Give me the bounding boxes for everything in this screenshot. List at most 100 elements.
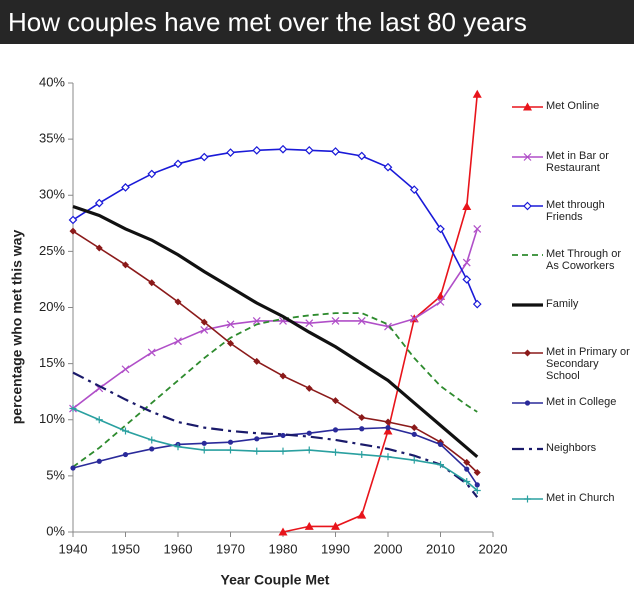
marker: [69, 227, 77, 235]
marker: [473, 469, 481, 477]
x-tick-label: 1940: [59, 541, 88, 556]
marker: [472, 89, 482, 98]
marker: [305, 319, 314, 328]
legend-marker: [524, 495, 531, 503]
marker: [122, 261, 129, 269]
marker: [174, 443, 182, 451]
marker: [227, 339, 234, 347]
marker: [173, 159, 183, 169]
legend-marker: [523, 201, 532, 211]
legend-marker: [524, 349, 531, 357]
marker: [463, 477, 471, 485]
marker: [279, 447, 287, 455]
marker: [280, 432, 286, 439]
marker: [437, 441, 444, 448]
legend-label: Neighbors: [546, 442, 597, 454]
y-tick-label: 20%: [39, 299, 65, 314]
marker: [410, 456, 418, 464]
y-tick-label: 10%: [39, 411, 65, 426]
marker: [174, 298, 182, 306]
marker: [201, 440, 207, 446]
marker: [436, 224, 445, 234]
marker: [199, 152, 209, 162]
marker: [278, 527, 288, 536]
marker: [122, 451, 129, 458]
marker: [254, 436, 260, 442]
legend-label: Met through Friends: [546, 199, 605, 223]
marker: [227, 446, 234, 454]
marker: [437, 461, 444, 469]
marker: [149, 446, 155, 452]
marker: [473, 225, 482, 233]
marker: [200, 446, 208, 454]
marker: [122, 427, 129, 435]
marker: [147, 348, 156, 357]
marker: [121, 365, 130, 374]
marker: [332, 427, 339, 433]
marker: [305, 446, 313, 454]
legend-label: Met in Church: [546, 492, 615, 504]
marker: [358, 451, 366, 459]
marker: [436, 297, 445, 306]
y-tick-label: 25%: [39, 243, 65, 258]
marker: [95, 244, 103, 252]
marker: [95, 416, 103, 424]
marker: [226, 148, 235, 157]
marker: [472, 299, 482, 309]
marker: [278, 144, 288, 154]
marker: [96, 458, 102, 464]
marker: [383, 426, 393, 435]
marker: [304, 146, 314, 155]
marker: [68, 215, 78, 225]
marker: [253, 447, 261, 455]
legend-marker: [524, 400, 531, 406]
legend-marker: [523, 153, 532, 161]
marker: [410, 424, 418, 432]
series-line: [72, 312, 478, 468]
y-tick-label: 15%: [39, 355, 65, 370]
marker: [357, 151, 367, 161]
marker: [462, 201, 472, 210]
marker: [385, 425, 391, 431]
marker: [226, 320, 235, 329]
legend-label: Met in Primary or Secondary School: [546, 346, 630, 382]
x-tick-label: 2010: [426, 541, 455, 556]
y-tick-label: 40%: [39, 74, 65, 89]
legend-label: Met Online: [546, 100, 600, 112]
marker: [70, 465, 76, 471]
series-line: [282, 94, 479, 533]
series-line: [72, 148, 478, 305]
marker: [200, 318, 208, 326]
x-tick-label: 1950: [111, 541, 140, 556]
marker: [358, 414, 366, 422]
y-tick-label: 5%: [46, 467, 65, 482]
marker: [409, 185, 419, 194]
legend-marker: [523, 102, 532, 111]
series-line: [72, 204, 479, 459]
marker: [227, 439, 234, 445]
marker: [69, 405, 77, 413]
x-tick-label: 1980: [269, 541, 298, 556]
marker: [383, 162, 393, 172]
series-line: [72, 407, 478, 492]
y-tick-label: 30%: [39, 187, 65, 202]
marker: [463, 458, 471, 466]
marker: [473, 486, 481, 494]
y-tick-label: 35%: [39, 131, 65, 146]
marker: [332, 397, 339, 405]
marker: [357, 317, 366, 325]
marker: [357, 510, 367, 519]
y-tick-label: 0%: [46, 523, 65, 538]
legend-label: Met in Bar or Restaurant: [546, 150, 609, 174]
x-tick-label: 2000: [374, 541, 403, 556]
marker: [121, 183, 130, 192]
marker: [174, 337, 182, 346]
marker: [252, 146, 262, 155]
series-line: [72, 371, 479, 498]
x-tick-label: 1960: [164, 541, 193, 556]
marker: [464, 466, 470, 472]
legend-label: Family: [546, 298, 579, 310]
marker: [331, 521, 340, 530]
